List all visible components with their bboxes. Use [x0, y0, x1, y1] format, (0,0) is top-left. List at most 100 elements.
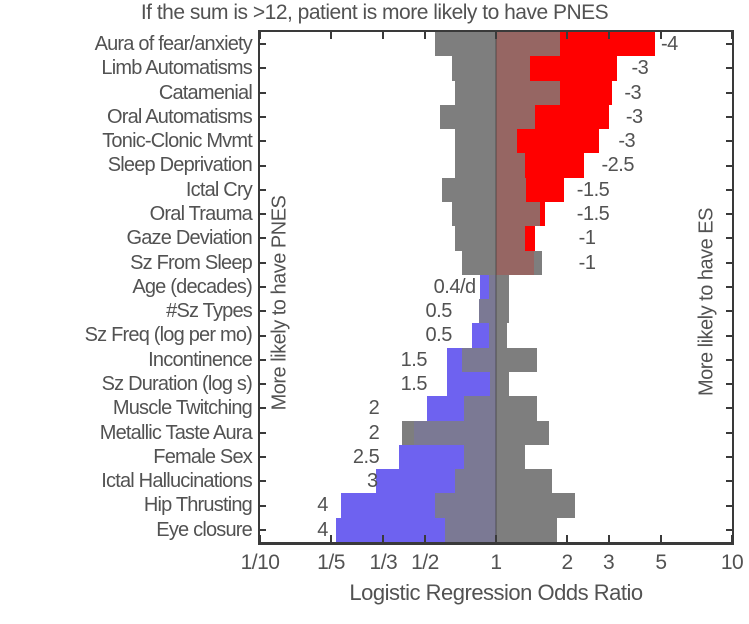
y-tick — [726, 164, 732, 167]
y-tick — [726, 310, 732, 313]
score-label: -3 — [618, 130, 636, 153]
y-tick — [260, 383, 266, 386]
bar-overlap — [496, 250, 535, 275]
y-tick — [726, 504, 732, 507]
y-tick — [726, 116, 732, 118]
row-label: Gaze Deviation — [126, 227, 252, 250]
score-label: -3 — [624, 81, 642, 104]
row-label: Eye closure — [156, 518, 253, 541]
row-label: Metallic Taste Aura — [99, 421, 253, 444]
plot-area: -4 -3 -3 -3 -3 -2.5 -1.5 -1.5 -1 -1 0.4/d 0.5 0.5 1.5… — [258, 30, 734, 545]
y-tick — [726, 213, 732, 216]
score-label: 3 — [366, 470, 378, 493]
y-tick — [726, 67, 732, 70]
x-tick — [382, 535, 385, 542]
x-tick — [330, 32, 333, 39]
y-tick — [260, 188, 266, 191]
score-label: 2 — [368, 397, 380, 420]
score-label: 2 — [368, 421, 380, 444]
x-tick — [659, 535, 662, 542]
x-tick-label: 1/10 — [240, 551, 280, 574]
row-label: Sleep Deprivation — [107, 154, 253, 177]
row-label: Sz Duration (log s) — [101, 373, 253, 395]
bar-overlap — [496, 226, 526, 251]
y-tick — [726, 237, 732, 240]
y-tick — [260, 213, 266, 216]
x-tick — [260, 32, 261, 39]
row-label: Aura of fear/anxiety — [94, 33, 253, 55]
y-tick — [726, 286, 732, 288]
score-label: -3 — [625, 105, 643, 128]
row-label: Incontinence — [148, 348, 253, 371]
x-tick — [566, 535, 569, 542]
x-tick — [260, 535, 261, 542]
x-tick — [495, 535, 497, 542]
bar-overlap — [496, 32, 560, 57]
bar-overlap — [414, 420, 496, 445]
y-tick — [260, 164, 266, 167]
y-tick — [260, 43, 266, 46]
bar-overlap — [496, 56, 530, 81]
score-label: -3 — [631, 57, 649, 80]
y-tick — [726, 456, 732, 458]
y-tick — [726, 407, 732, 410]
x-tick-label: 1/3 — [369, 551, 398, 574]
x-tick — [566, 32, 569, 39]
score-label: 4 — [317, 518, 328, 541]
y-tick — [260, 456, 266, 458]
bar-overlap — [454, 469, 496, 494]
y-tick — [726, 528, 732, 531]
score-label: 2.5 — [352, 445, 380, 468]
x-tick-label: 2 — [561, 551, 573, 574]
x-tick-label: 5 — [655, 551, 667, 574]
y-tick — [726, 334, 732, 337]
bar-overlap — [496, 202, 540, 227]
y-tick — [260, 91, 266, 94]
bar-overlap — [488, 323, 496, 348]
y-tick — [726, 358, 732, 361]
x-tick — [607, 32, 610, 39]
bar-overlap — [434, 493, 496, 518]
bar-overlap — [445, 517, 496, 542]
score-label: 1.5 — [400, 348, 428, 371]
row-label: Ictal Cry — [185, 178, 253, 201]
score-label: 4 — [317, 494, 328, 517]
x-tick — [382, 32, 385, 39]
y-tick — [260, 237, 266, 240]
x-tick — [423, 32, 426, 39]
y-tick — [260, 261, 266, 264]
score-label: -4 — [660, 33, 678, 55]
x-tick-label: 1/5 — [317, 551, 345, 574]
bars-layer: -4 -3 -3 -3 -3 -2.5 -1.5 -1.5 -1 -1 0.4/d 0.5 0.5 1.5… — [260, 32, 732, 542]
score-label: -1 — [578, 251, 596, 274]
bar-overlap — [463, 396, 496, 421]
row-label: Ictal Hallucinations — [101, 470, 253, 493]
x-tick-label: 1 — [490, 551, 502, 574]
row-label: Hip Thrusting — [143, 494, 253, 517]
y-tick — [726, 383, 732, 386]
y-tick — [260, 140, 266, 143]
row-label: Female Sex — [153, 445, 253, 468]
bar-overlap — [496, 80, 560, 105]
bar-overlap — [496, 129, 518, 154]
x-tick — [731, 32, 732, 39]
bar-overlap — [489, 372, 496, 397]
x-tick — [495, 32, 497, 39]
row-label: Oral Trauma — [149, 203, 253, 225]
y-tick — [260, 358, 266, 361]
y-tick — [726, 43, 732, 46]
score-label: -1.5 — [576, 178, 610, 201]
score-label: 0.5 — [425, 300, 453, 323]
y-tick — [260, 310, 266, 313]
x-tick-label: 3 — [603, 551, 615, 574]
x-tick-label: 10 — [720, 551, 744, 574]
row-label: Sz Freq (log per mo) — [84, 324, 253, 347]
y-tick — [260, 67, 266, 70]
row-label: Age (decades) — [132, 275, 252, 298]
y-tick — [726, 91, 732, 94]
unity-reference-line — [495, 32, 497, 542]
bar-overlap — [462, 347, 496, 372]
row-label: #Sz Types — [166, 300, 253, 323]
row-label: Muscle Twitching — [112, 397, 253, 420]
